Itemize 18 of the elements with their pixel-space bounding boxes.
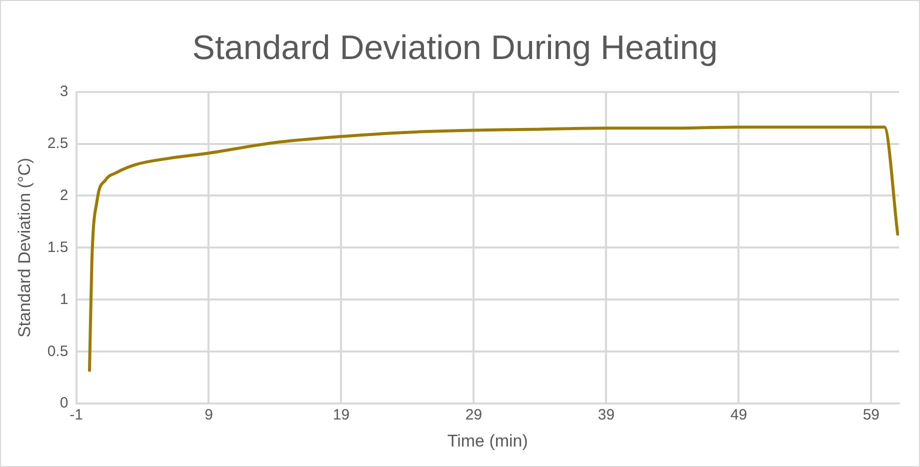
y-tick-label: 3 [60,82,68,100]
y-tick-label: 2 [60,186,68,204]
y-tick-label: 1.5 [47,238,68,256]
x-tick-label: 9 [204,406,213,424]
x-axis-title: Time (min) [447,431,528,450]
y-axis-title: Standard Deviation (°C) [14,158,34,338]
x-tick-label: 39 [598,406,615,424]
y-tick-label: 2.5 [47,134,68,152]
y-tick-label: 0 [60,394,68,412]
line-series [88,126,899,372]
x-tick-label: 19 [332,406,350,424]
y-tick-label: 1 [60,290,68,308]
chart-title: Standard Deviation During Heating [192,28,718,67]
x-tick-label: 59 [862,406,880,424]
x-tick-label: 49 [730,406,748,424]
x-tick-label: 29 [465,406,482,424]
y-tick-label: 0.5 [47,342,68,360]
x-tick-label: -1 [70,406,83,424]
